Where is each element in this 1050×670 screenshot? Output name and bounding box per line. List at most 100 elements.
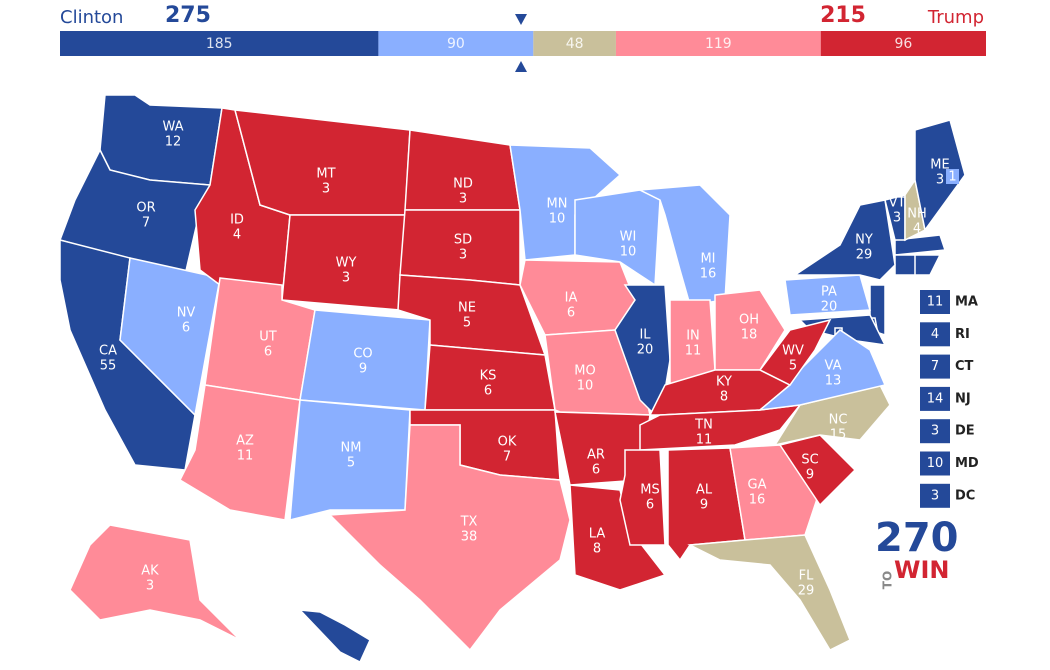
state-votes: 4 [913, 222, 921, 237]
state-abbr: LA [589, 527, 606, 542]
district-box [946, 169, 959, 184]
small-state-votes: 7 [931, 359, 939, 374]
bar-segment [378, 31, 534, 56]
small-state-box [920, 419, 950, 444]
state-abbr: IL [639, 328, 651, 343]
state-votes: 16 [749, 493, 766, 508]
state-shape [687, 534, 851, 651]
state-shape [119, 257, 221, 417]
left-name: Clinton [60, 7, 123, 28]
small-state-box [920, 386, 950, 411]
bar-segment-label: 119 [705, 36, 732, 52]
state-abbr: WV [782, 344, 804, 359]
state-abbr: WY [336, 256, 357, 271]
state-abbr: OK [498, 435, 517, 450]
bar-segment-label: 48 [566, 36, 584, 52]
state-shape [639, 404, 802, 451]
small-state-abbr: MD [955, 456, 979, 471]
state-shape [569, 484, 667, 591]
state-abbr: MO [574, 364, 595, 379]
state-votes: 4 [318, 653, 326, 668]
state-shape [914, 119, 966, 232]
state-abbr: OR [136, 201, 155, 216]
state-abbr: FL [799, 569, 814, 584]
logo: 270 TO WIN [875, 515, 959, 589]
state-abbr: SC [801, 453, 818, 468]
state-votes: 16 [700, 267, 717, 282]
small-state-box [920, 322, 950, 347]
state-abbr: NE [458, 301, 476, 316]
state-abbr: VA [825, 359, 842, 374]
small-state-votes: 3 [931, 424, 939, 439]
state-votes: 20 [821, 300, 838, 315]
bar-segment [820, 31, 986, 56]
state-votes: 7 [142, 216, 150, 231]
state-votes: 11 [237, 449, 254, 464]
state-shape [328, 424, 571, 652]
state-votes: 3 [342, 271, 350, 286]
state-votes: 3 [459, 248, 467, 263]
state-abbr: AK [141, 564, 159, 579]
state-votes: 29 [798, 584, 815, 599]
state-abbr: IN [686, 329, 700, 344]
state-abbr: SD [454, 233, 472, 248]
state-shape [233, 109, 411, 216]
small-state-abbr: DE [955, 424, 975, 439]
state-abbr: NH [907, 207, 927, 222]
state-shape [714, 289, 786, 371]
state-votes: 5 [347, 456, 355, 471]
bar-segment-label: 96 [894, 36, 912, 52]
state-votes: 6 [264, 345, 272, 360]
state-shape [614, 284, 671, 422]
logo-number: 270 [875, 515, 959, 561]
state-votes: 3 [146, 579, 154, 594]
state-votes: 11 [696, 433, 713, 448]
state-abbr: CA [99, 344, 117, 359]
state-shape [289, 399, 411, 521]
small-state-abbr: RI [955, 327, 970, 342]
left-total: 275 [165, 3, 211, 28]
bar-segment [60, 31, 379, 56]
small-state-votes: 10 [927, 456, 944, 471]
state-shape [619, 449, 666, 546]
state-abbr: WI [620, 230, 637, 245]
bar-segment [533, 31, 616, 56]
state-shape [69, 524, 241, 641]
small-state-votes: 11 [927, 295, 944, 310]
state-abbr: ND [453, 177, 473, 192]
state-votes: 12 [165, 135, 182, 150]
state-votes: 10 [577, 379, 594, 394]
state-votes: 5 [789, 359, 797, 374]
state-shape [894, 254, 916, 276]
state-abbr: NY [855, 233, 873, 248]
state-votes: 11 [685, 344, 702, 359]
bar: 185 90 48 119 96 [60, 31, 986, 56]
state-votes: 10 [549, 212, 566, 227]
state-abbr: CO [353, 347, 372, 362]
state-votes: 6 [182, 321, 190, 336]
small-state-abbr: DC [955, 488, 975, 503]
state-abbr: AL [696, 483, 713, 498]
state-shape [894, 234, 947, 256]
state-votes: 6 [484, 384, 492, 399]
small-state-abbr: MA [955, 295, 978, 310]
state-votes: 9 [700, 498, 708, 513]
small-state-votes: 14 [927, 391, 944, 406]
state-votes: 18 [741, 328, 758, 343]
state-abbr: KY [716, 375, 732, 390]
state-abbr: TN [694, 418, 713, 433]
small-state-votes: 3 [931, 488, 939, 503]
state-votes: 3 [936, 173, 944, 188]
state-votes: 20 [637, 343, 654, 358]
logo-win: WIN [894, 556, 950, 584]
state-votes: 3 [893, 211, 901, 226]
state-votes: 9 [359, 362, 367, 377]
state-votes: 29 [856, 248, 873, 263]
bar-segment [615, 31, 821, 56]
state-abbr: MT [316, 167, 335, 182]
state-abbr: ME [930, 158, 949, 173]
state-votes: 9 [806, 468, 814, 483]
state-abbr: WA [162, 120, 183, 135]
